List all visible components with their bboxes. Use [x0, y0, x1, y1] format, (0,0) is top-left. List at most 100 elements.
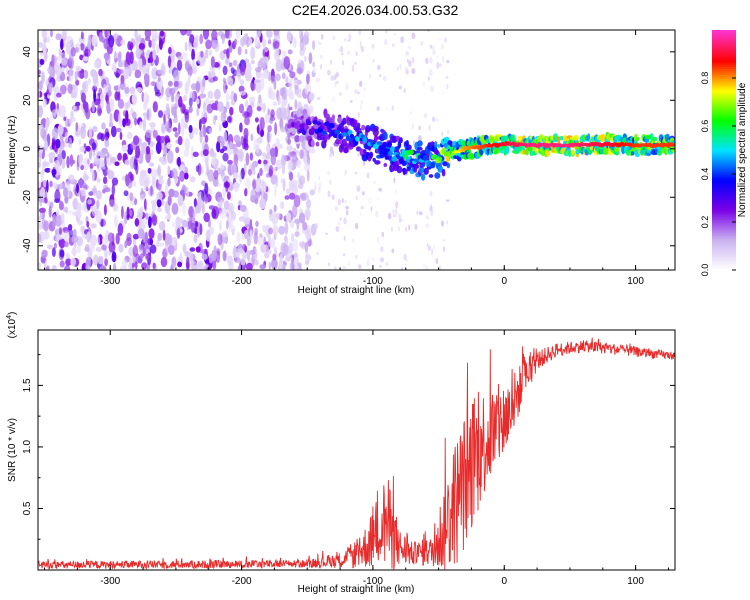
noise-blob — [293, 194, 301, 208]
colorbar-step — [712, 102, 736, 105]
noise-blob — [119, 81, 126, 90]
noise-blob — [284, 221, 289, 235]
ridge-core — [362, 136, 368, 143]
noise-blob — [67, 210, 74, 215]
noise-blob — [244, 116, 250, 126]
noise-blob — [224, 30, 230, 39]
noise-blob — [254, 178, 261, 192]
y-tick-label: -40 — [22, 238, 33, 253]
noise-blob — [135, 145, 141, 159]
ridge-halo — [446, 162, 451, 169]
noise-blob — [58, 105, 66, 118]
noise-blob — [242, 111, 250, 118]
noise-blob — [143, 198, 147, 210]
noise-blob — [189, 247, 196, 252]
noise-blob — [55, 236, 60, 242]
noise-blob — [158, 39, 163, 50]
noise-blob — [65, 258, 72, 266]
noise-blob — [115, 233, 120, 245]
noise-blob — [426, 243, 429, 247]
ridge-halo — [315, 141, 320, 147]
colorbar-step — [712, 168, 736, 171]
noise-blob — [139, 173, 145, 187]
noise-blob — [205, 39, 212, 50]
x-tick-label: 100 — [627, 576, 644, 587]
ridge-core — [320, 125, 325, 130]
noise-blob — [61, 30, 68, 39]
noise-blob — [55, 214, 62, 227]
noise-blob — [83, 174, 89, 181]
ridge-core — [310, 127, 316, 133]
noise-blob — [380, 246, 384, 253]
noise-blob — [41, 218, 46, 230]
noise-blob — [273, 30, 280, 36]
noise-blob — [393, 32, 397, 36]
noise-blob — [38, 41, 44, 48]
noise-blob — [217, 196, 225, 204]
noise-blob — [357, 91, 360, 95]
noise-blob — [70, 257, 77, 267]
noise-blob — [192, 210, 196, 218]
noise-blob — [187, 74, 191, 88]
noise-blob — [312, 40, 316, 51]
colorbar-step — [712, 150, 736, 153]
ridge-halo — [570, 149, 575, 155]
colorbar-step — [712, 190, 736, 193]
noise-blob — [272, 224, 279, 236]
noise-blob — [143, 179, 149, 192]
x-tick-label: 0 — [501, 276, 507, 287]
colorbar-step — [712, 246, 736, 249]
ridge-halo — [319, 134, 325, 141]
noise-blob — [167, 150, 174, 164]
noise-blob — [195, 246, 201, 253]
noise-blob — [379, 73, 382, 78]
ridge-core — [347, 129, 353, 136]
colorbar-step — [712, 130, 736, 133]
noise-blob — [377, 236, 380, 244]
ridge-halo — [369, 152, 373, 159]
colorbar-step — [712, 252, 736, 255]
noise-blob — [149, 162, 155, 167]
noise-blob — [136, 87, 143, 93]
noise-blob — [339, 217, 342, 221]
noise-blob — [162, 229, 166, 241]
noise-blob — [211, 208, 217, 219]
noise-blob — [160, 156, 168, 166]
noise-blob — [51, 109, 58, 116]
colorbar-step — [712, 164, 736, 167]
noise-blob — [262, 102, 266, 113]
noise-blob — [219, 163, 225, 171]
noise-blob — [106, 168, 111, 174]
noise-blob — [425, 265, 429, 270]
noise-blob — [127, 65, 131, 74]
noise-blob — [356, 185, 361, 192]
noise-blob — [358, 30, 362, 36]
noise-blob — [41, 249, 48, 259]
noise-blob — [267, 125, 272, 132]
colorbar-step — [712, 140, 736, 143]
noise-blob — [359, 40, 362, 49]
noise-blob — [283, 235, 288, 242]
noise-blob — [46, 244, 54, 250]
noise-blob — [305, 251, 309, 259]
noise-blob — [88, 126, 93, 140]
noise-blob — [48, 205, 52, 218]
y-tick-label: 0.5 — [22, 501, 33, 515]
colorbar-step — [712, 142, 736, 145]
noise-blob — [117, 68, 124, 75]
noise-blob — [269, 208, 273, 215]
colorbar-step — [712, 218, 736, 221]
colorbar-step — [712, 34, 736, 37]
noise-blob — [259, 233, 263, 238]
noise-blob — [391, 209, 396, 215]
noise-blob — [395, 208, 398, 215]
noise-blob — [167, 55, 172, 68]
noise-blob — [418, 125, 421, 131]
noise-blob — [197, 163, 202, 176]
noise-blob — [168, 188, 175, 198]
noise-blob — [148, 39, 152, 48]
noise-blob — [179, 164, 186, 173]
noise-blob — [142, 112, 147, 117]
colorbar-step — [712, 248, 736, 251]
